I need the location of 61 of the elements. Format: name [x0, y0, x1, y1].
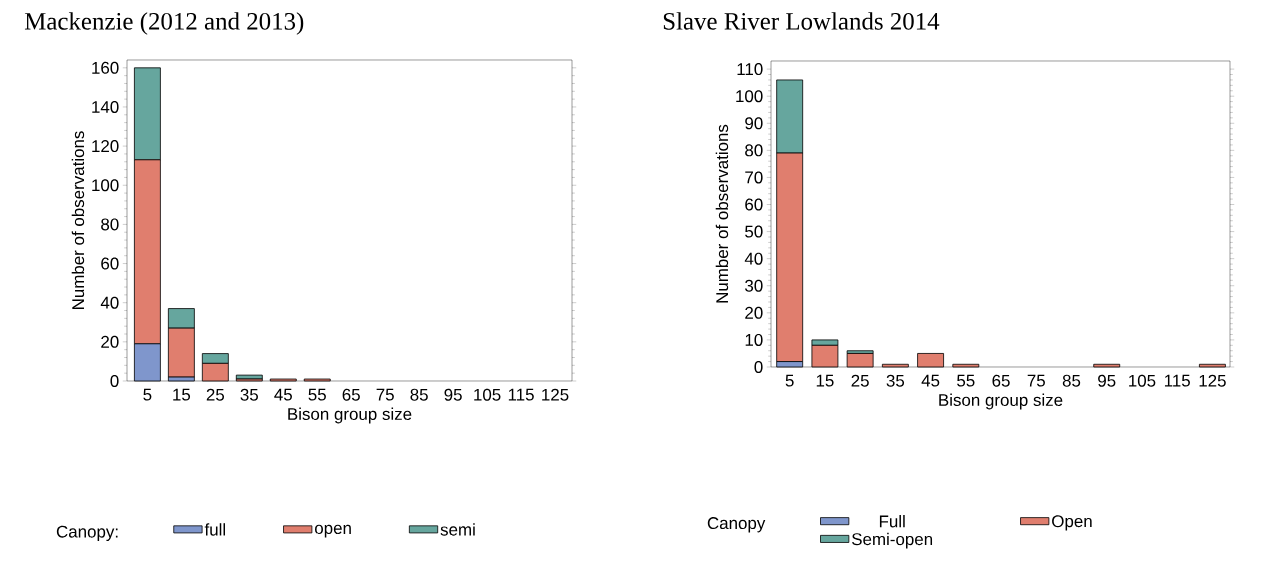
- x-tick-label: 75: [376, 388, 394, 401]
- x-tick-label: 5: [143, 388, 152, 401]
- chart-title: Slave River Lowlands 2014: [663, 12, 940, 30]
- x-tick-label: 15: [816, 374, 834, 387]
- y-tick-label: 160: [92, 61, 119, 74]
- y-tick-label: 20: [745, 306, 763, 319]
- x-tick-label: 115: [508, 388, 534, 401]
- y-tick-label: 100: [736, 90, 763, 103]
- y-tick-label: 0: [754, 360, 763, 373]
- y-axis-title: Number of observations: [715, 124, 729, 303]
- x-tick-label: 105: [1129, 374, 1156, 387]
- x-tick-label: 35: [240, 388, 258, 401]
- x-tick-label: 55: [957, 374, 975, 387]
- y-tick-label: 70: [745, 171, 763, 184]
- x-tick-label: 25: [851, 374, 869, 387]
- legend-label: full: [204, 523, 226, 536]
- x-tick-label: 15: [173, 388, 191, 401]
- x-tick-label: 125: [542, 388, 569, 401]
- x-tick-label: 85: [1062, 374, 1081, 387]
- x-tick-label: 105: [474, 388, 501, 401]
- legend-label: open: [315, 524, 351, 538]
- y-tick-label: 20: [101, 335, 119, 348]
- y-tick-label: 120: [92, 140, 119, 153]
- y-axis-title: Number of observations: [71, 131, 85, 309]
- y-tick-label: 30: [745, 279, 763, 292]
- y-tick-label: 90: [745, 117, 763, 130]
- y-tick-label: 80: [101, 218, 119, 231]
- x-tick-label: 95: [1098, 374, 1116, 387]
- y-tick-label: 80: [745, 144, 763, 157]
- x-tick-label: 125: [1199, 374, 1226, 387]
- x-tick-label: 115: [1164, 374, 1190, 387]
- y-tick-label: 40: [744, 252, 763, 265]
- y-tick-label: 60: [101, 257, 119, 270]
- legend-label: Semi-open: [852, 532, 933, 549]
- x-tick-label: 65: [342, 388, 360, 401]
- x-axis-title: Bison group size: [939, 393, 1063, 410]
- y-tick-label: 140: [92, 100, 119, 113]
- y-tick-label: 10: [745, 333, 763, 346]
- legend-title: Canopy:: [56, 525, 118, 541]
- legend-title: Canopy: [707, 517, 766, 533]
- y-tick-label: 40: [100, 296, 119, 309]
- x-tick-label: 45: [274, 388, 292, 401]
- x-tick-label: 35: [886, 374, 905, 387]
- x-tick-label: 75: [1027, 374, 1045, 387]
- y-tick-label: 60: [745, 198, 763, 211]
- y-tick-label: 0: [110, 374, 119, 387]
- x-tick-label: 95: [444, 388, 462, 401]
- x-axis-title: Bison group size: [288, 407, 412, 424]
- x-tick-label: 45: [921, 374, 940, 387]
- y-tick-label: 100: [92, 179, 119, 192]
- x-tick-label: 65: [992, 374, 1010, 387]
- legend-label: Full: [879, 515, 905, 528]
- x-tick-label: 55: [308, 388, 326, 401]
- y-tick-label: 50: [745, 225, 763, 238]
- x-tick-label: 85: [410, 388, 428, 401]
- chart-title: Mackenzie (2012 and 2013): [24, 12, 304, 35]
- x-tick-label: 5: [785, 374, 794, 387]
- y-tick-label: 110: [737, 63, 763, 76]
- legend-label: semi: [440, 523, 475, 536]
- x-tick-label: 25: [206, 388, 225, 401]
- legend-label: Open: [1052, 515, 1092, 531]
